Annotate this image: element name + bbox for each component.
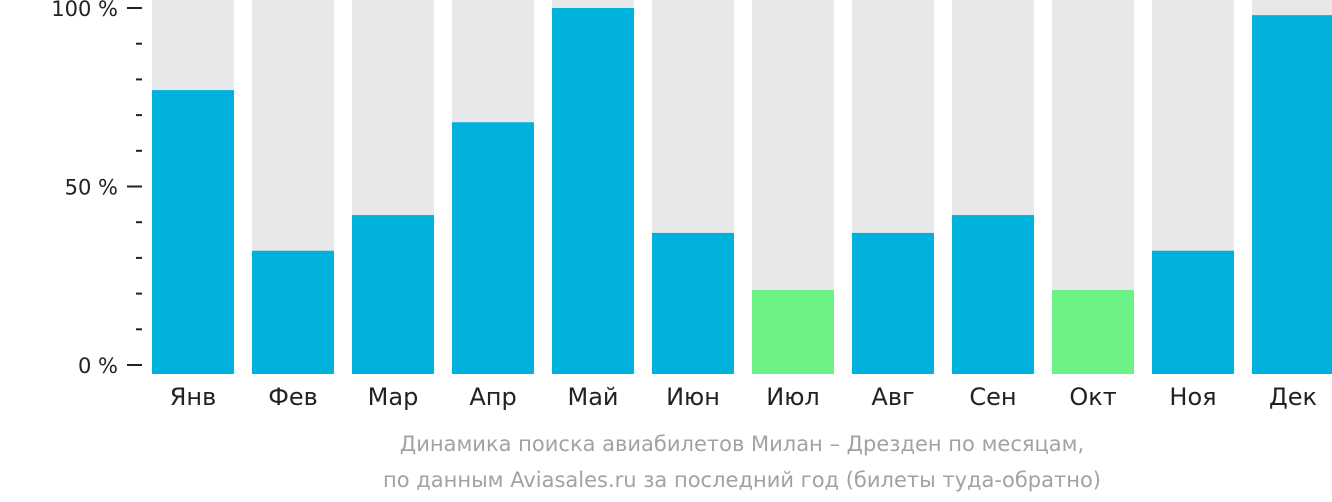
- x-tick-label: Июл: [766, 383, 820, 411]
- bar: [752, 290, 834, 374]
- bar: [152, 90, 234, 375]
- bar: [1152, 250, 1234, 374]
- x-tick-label: Май: [567, 383, 618, 411]
- chart-caption-line-1: Динамика поиска авиабилетов Милан – Дрез…: [399, 432, 1085, 456]
- x-tick-label: Мар: [368, 383, 419, 411]
- x-tick-label: Июн: [666, 383, 720, 411]
- y-tick-label: 50 %: [65, 176, 118, 200]
- bar: [652, 232, 734, 374]
- x-tick-label: Авг: [871, 383, 914, 411]
- bar: [1052, 290, 1134, 374]
- bar: [852, 232, 934, 374]
- bar: [252, 250, 334, 374]
- x-axis-labels: Янв Фев Мар Апр Май Июн Июл Авг Сен Окт Ноя Дек: [170, 383, 1317, 411]
- x-tick-label: Дек: [1269, 383, 1317, 411]
- bar: [552, 8, 634, 374]
- y-tick-label: 100 %: [51, 0, 118, 21]
- bar-chart: 0 % 50 % 100 % Янв Фев Мар Апр Май Июн Июл Авг Сен…: [51, 0, 1332, 411]
- bar: [452, 122, 534, 375]
- bar: [352, 215, 434, 374]
- y-axis: 0 % 50 % 100 %: [51, 0, 142, 378]
- x-tick-label: Сен: [969, 383, 1016, 411]
- bar: [952, 215, 1034, 374]
- x-tick-label: Янв: [170, 383, 217, 411]
- bar: [1252, 15, 1332, 374]
- x-tick-label: Ноя: [1169, 383, 1216, 411]
- x-tick-label: Фев: [268, 383, 318, 411]
- chart-caption-line-2: по данным Aviasales.ru за последний год …: [383, 468, 1101, 492]
- y-tick-label: 0 %: [78, 354, 118, 378]
- bars: [152, 0, 1332, 375]
- x-tick-label: Окт: [1069, 383, 1116, 411]
- x-tick-label: Апр: [469, 383, 516, 411]
